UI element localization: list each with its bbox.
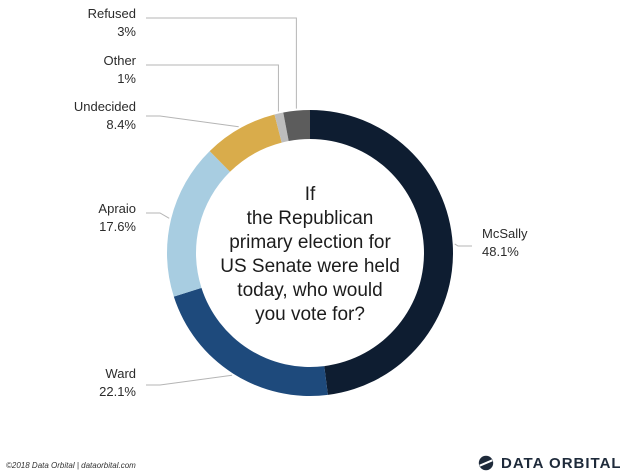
value-mcsally: 48.1% <box>482 244 519 259</box>
label-mcsally: McSally <box>482 226 528 241</box>
chart-title: If the Republican primary election for US S… <box>220 184 400 325</box>
label-apraio: Apraio <box>98 201 136 216</box>
leader-other <box>146 64 279 112</box>
slice-labels: McSally 48.1% Ward 22.1% Apraio 17.6% Undecide… <box>74 6 528 399</box>
slice-undecided <box>209 114 282 172</box>
orbit-logo-icon <box>478 455 494 471</box>
donut-slices <box>167 110 453 396</box>
leader-undecided <box>146 115 239 128</box>
leader-mcsally <box>454 243 472 247</box>
leader-lines <box>146 17 472 386</box>
leader-ward <box>146 374 233 386</box>
label-undecided: Undecided <box>74 99 136 114</box>
slice-mcsally <box>310 110 453 395</box>
value-apraio: 17.6% <box>99 219 136 234</box>
brand[interactable]: DATA ORBITAL <box>477 453 620 473</box>
slice-ward <box>173 287 328 396</box>
slice-apraio <box>167 151 231 297</box>
chart-title-line: today, who would <box>237 280 382 301</box>
chart-title-line: you vote for? <box>255 304 365 325</box>
value-undecided: 8.4% <box>106 117 136 132</box>
value-ward: 22.1% <box>99 384 136 399</box>
label-other: Other <box>103 53 136 68</box>
leader-apraio <box>146 212 170 219</box>
label-ward: Ward <box>105 366 136 381</box>
value-refused: 3% <box>117 24 136 39</box>
label-refused: Refused <box>88 6 136 21</box>
chart-title-line: If <box>305 184 316 205</box>
chart-title-line: US Senate were held <box>220 256 400 277</box>
chart-title-line: primary election for <box>229 232 391 253</box>
value-other: 1% <box>117 71 136 86</box>
footer-credit: ©2018 Data Orbital | dataorbital.com <box>6 461 136 470</box>
brand-name: DATA ORBITAL <box>501 454 620 472</box>
leader-refused <box>146 17 297 109</box>
slice-other <box>274 112 289 143</box>
slice-refused <box>283 110 310 142</box>
chart-title-line: the Republican <box>247 208 374 229</box>
